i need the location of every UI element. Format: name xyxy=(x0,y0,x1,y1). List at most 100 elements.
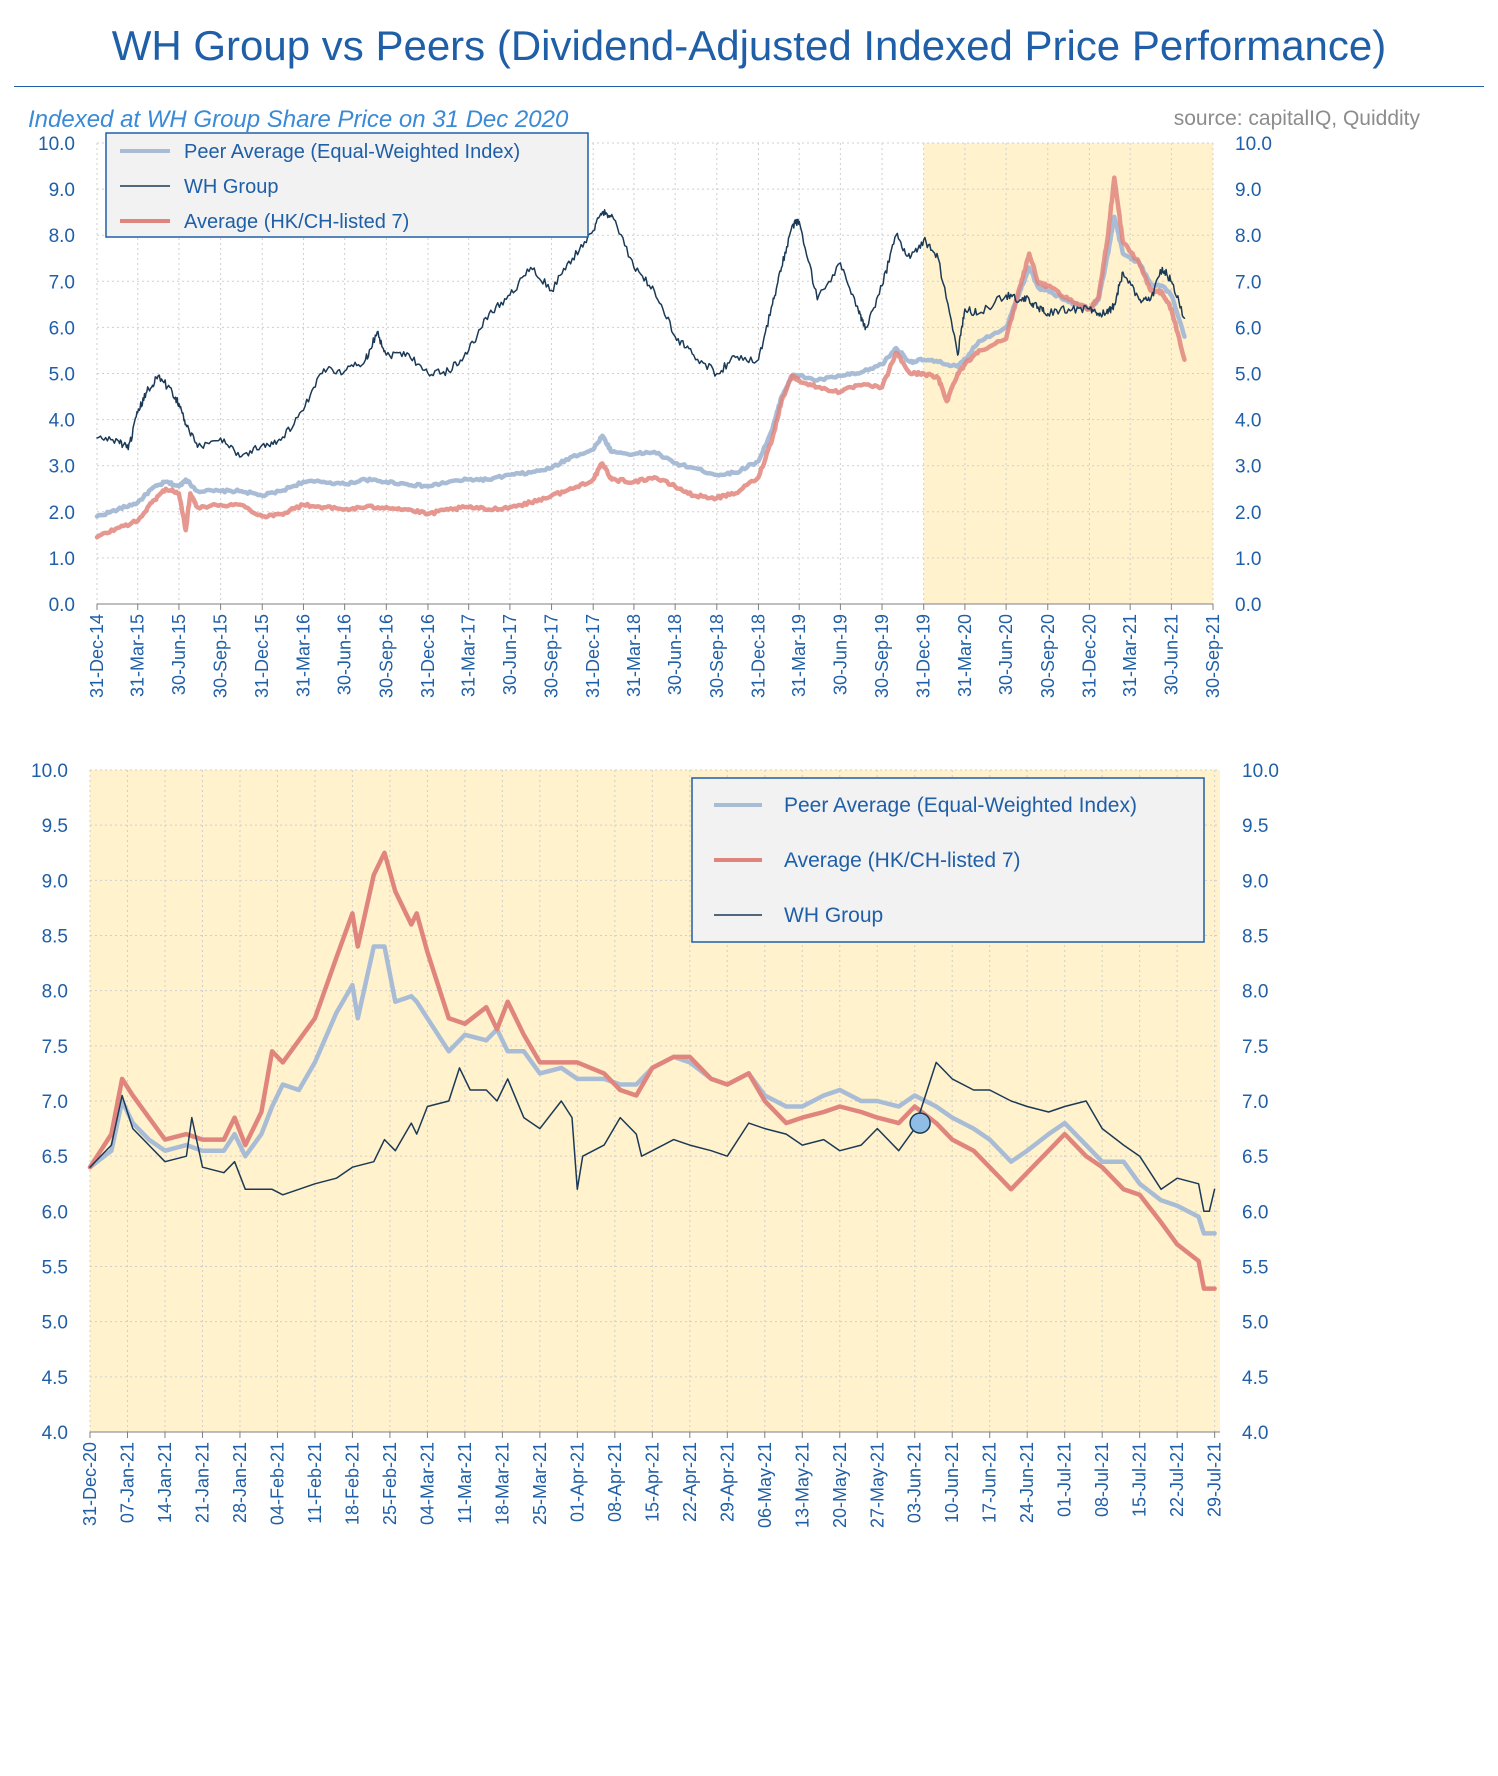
y-tick-label-left: 8.5 xyxy=(42,927,68,948)
legend-label-hk: Average (HK/CH-listed 7) xyxy=(184,211,409,233)
x-tick-label: 31-Dec-14 xyxy=(87,614,107,698)
y-tick-label-left: 7.5 xyxy=(42,1037,68,1058)
x-tick-label: 30-Sep-15 xyxy=(211,614,231,698)
y-tick-label-left: 6.5 xyxy=(42,1147,68,1168)
legend-box xyxy=(105,132,589,238)
legend-box xyxy=(691,777,1205,943)
y-tick-label-left: 4.0 xyxy=(42,1423,68,1444)
x-tick-label: 30-Sep-16 xyxy=(376,614,396,698)
legend-label-wh: WH Group xyxy=(184,176,278,198)
y-tick-label-left: 6.0 xyxy=(42,1202,68,1223)
y-tick-label-left: 9.0 xyxy=(49,180,75,201)
legend-label-peer: Peer Average (Equal-Weighted Index) xyxy=(784,794,1137,817)
x-tick-label: 31-Dec-17 xyxy=(583,614,603,698)
series-line-hk xyxy=(87,850,1217,1291)
y-tick-label-left: 10.0 xyxy=(31,761,68,782)
x-tick-label: 30-Sep-21 xyxy=(1203,614,1223,698)
x-tick-label: 31-Mar-20 xyxy=(955,614,975,697)
series-line-wh xyxy=(96,209,1186,458)
y-tick-label-right: 6.0 xyxy=(1242,1202,1268,1223)
title-divider xyxy=(14,86,1484,87)
x-tick-label: 27-May-21 xyxy=(867,1442,887,1528)
x-tick-label: 30-Sep-17 xyxy=(542,614,562,698)
y-tick-label-left: 6.0 xyxy=(49,318,75,339)
x-tick-label: 24-Jun-21 xyxy=(1017,1442,1037,1523)
y-tick-label-left: 9.5 xyxy=(42,816,68,837)
y-tick-label-right: 4.0 xyxy=(1235,411,1261,432)
y-tick-label-right: 6.0 xyxy=(1235,318,1261,339)
series-line-peer xyxy=(94,214,1187,519)
x-tick-label: 29-Apr-21 xyxy=(717,1442,737,1522)
chart-subtitle: Indexed at WH Group Share Price on 31 De… xyxy=(28,106,569,133)
y-tick-label-right: 4.0 xyxy=(1242,1423,1268,1444)
x-tick-label: 31-Mar-17 xyxy=(459,614,479,697)
page-title: WH Group vs Peers (Dividend-Adjusted Ind… xyxy=(111,22,1387,69)
y-tick-label-left: 8.0 xyxy=(42,982,68,1003)
x-tick-label: 08-Apr-21 xyxy=(605,1442,625,1522)
y-tick-label-right: 9.0 xyxy=(1235,180,1261,201)
y-tick-label-left: 1.0 xyxy=(49,549,75,570)
y-tick-label-left: 4.5 xyxy=(42,1368,68,1389)
x-tick-label: 31-Dec-20 xyxy=(1079,614,1099,698)
x-tick-label: 25-Feb-21 xyxy=(380,1442,400,1525)
x-tick-label: 20-May-21 xyxy=(830,1442,850,1528)
x-tick-label: 31-Mar-19 xyxy=(789,614,809,697)
x-tick-label: 30-Sep-20 xyxy=(1038,614,1058,698)
x-tick-label: 03-Jun-21 xyxy=(905,1442,925,1523)
y-tick-label-right: 9.0 xyxy=(1242,871,1268,892)
chart-1: 0.0 0.0 1.0 1.0 2.0 2.0 3.0 3.0 4.0 4.0 5.0 5.0 6.0 6… xyxy=(38,132,1272,698)
x-tick-label: 01-Apr-21 xyxy=(567,1442,587,1522)
y-tick-label-left: 9.0 xyxy=(42,871,68,892)
y-tick-label-right: 6.5 xyxy=(1242,1147,1268,1168)
x-tick-label: 31-Mar-15 xyxy=(128,614,148,697)
x-tick-label: 30-Jun-17 xyxy=(500,614,520,695)
y-tick-label-right: 8.0 xyxy=(1242,982,1268,1003)
x-tick-label: 18-Feb-21 xyxy=(342,1442,362,1525)
x-tick-label: 06-May-21 xyxy=(755,1442,775,1528)
legend-label-hk: Average (HK/CH-listed 7) xyxy=(784,849,1021,872)
x-tick-label: 29-Jul-21 xyxy=(1205,1442,1225,1517)
x-tick-label: 15-Jul-21 xyxy=(1130,1442,1150,1517)
y-tick-label-right: 0.0 xyxy=(1235,595,1261,616)
x-tick-label: 30-Jun-16 xyxy=(335,614,355,695)
legend-label-peer: Peer Average (Equal-Weighted Index) xyxy=(184,141,520,163)
x-tick-label: 30-Jun-21 xyxy=(1161,614,1181,695)
y-tick-label-left: 7.0 xyxy=(49,272,75,293)
x-tick-label: 31-Mar-21 xyxy=(1120,614,1140,697)
y-tick-label-left: 5.0 xyxy=(42,1313,68,1334)
x-tick-label: 30-Jun-15 xyxy=(169,614,189,695)
y-tick-label-right: 5.0 xyxy=(1242,1313,1268,1334)
x-tick-label: 13-May-21 xyxy=(792,1442,812,1528)
x-tick-label: 04-Mar-21 xyxy=(417,1442,437,1525)
y-tick-label-right: 10.0 xyxy=(1235,134,1272,155)
y-tick-label-right: 5.5 xyxy=(1242,1258,1268,1279)
y-tick-label-right: 4.5 xyxy=(1242,1368,1268,1389)
highlight-marker xyxy=(909,1112,931,1134)
y-tick-label-right: 3.0 xyxy=(1235,457,1261,478)
x-tick-label: 18-Mar-21 xyxy=(492,1442,512,1525)
y-tick-label-right: 10.0 xyxy=(1242,761,1279,782)
y-tick-label-left: 3.0 xyxy=(49,457,75,478)
y-tick-label-right: 7.0 xyxy=(1242,1092,1268,1113)
x-tick-label: 30-Sep-19 xyxy=(872,614,892,698)
x-tick-label: 07-Jan-21 xyxy=(117,1442,137,1523)
x-tick-label: 11-Feb-21 xyxy=(305,1442,325,1524)
x-tick-label: 31-Dec-16 xyxy=(418,614,438,698)
y-tick-label-right: 7.0 xyxy=(1235,272,1261,293)
y-tick-label-left: 4.0 xyxy=(49,411,75,432)
x-tick-label: 17-Jun-21 xyxy=(980,1442,1000,1523)
x-tick-label: 30-Jun-20 xyxy=(996,614,1016,695)
series-line-hk xyxy=(94,175,1187,540)
x-tick-label: 14-Jan-21 xyxy=(155,1442,175,1523)
x-tick-label: 30-Jun-19 xyxy=(830,614,850,695)
x-tick-label: 22-Jul-21 xyxy=(1167,1442,1187,1517)
x-tick-label: 01-Jul-21 xyxy=(1055,1442,1075,1517)
y-tick-label-right: 8.0 xyxy=(1235,226,1261,247)
legend: Peer Average (Equal-Weighted Index) Avera… xyxy=(691,777,1205,943)
legend-label-wh: WH Group xyxy=(784,904,883,927)
y-tick-label-right: 2.0 xyxy=(1235,503,1261,524)
x-tick-label: 28-Jan-21 xyxy=(230,1442,250,1523)
y-tick-label-right: 5.0 xyxy=(1235,365,1261,386)
x-tick-label: 30-Sep-18 xyxy=(707,614,727,698)
